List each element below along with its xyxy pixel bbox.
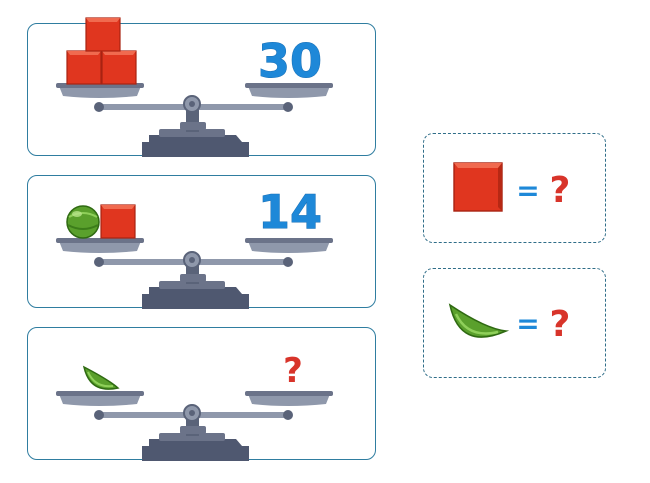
- scale-panel-3: ?: [27, 327, 376, 461]
- red-cube-icon: [100, 204, 136, 239]
- right-pan: [248, 241, 330, 253]
- red-cube-icon: [453, 162, 503, 212]
- green-melon-slice-icon: [82, 365, 120, 390]
- scale-2-value: 14: [258, 185, 322, 239]
- green-melon-slice-icon: [448, 303, 510, 338]
- melon-answer-unknown: ?: [550, 304, 571, 345]
- scale-3-unknown: ?: [283, 351, 303, 391]
- red-cube-icon: [101, 50, 137, 85]
- left-pan: [59, 394, 141, 406]
- scale-base: [142, 439, 249, 461]
- balance-scale-1: 30: [56, 17, 333, 157]
- right-pan: [248, 86, 330, 98]
- balance-scale-3: ?: [56, 351, 333, 461]
- balance-scale-2: 14: [56, 185, 333, 309]
- scale-base: [142, 287, 249, 309]
- red-cube-icon: [66, 50, 102, 85]
- scale-panel-2: 14: [27, 175, 376, 309]
- equals-sign: =: [516, 174, 539, 207]
- equals-sign: =: [516, 307, 539, 340]
- equation-card-cube: = ?: [423, 133, 606, 243]
- scale-1-value: 30: [258, 34, 322, 88]
- equation-card-melon: = ?: [423, 268, 606, 378]
- cube-answer-unknown: ?: [550, 170, 571, 211]
- left-pan: [59, 241, 141, 253]
- red-cube-icon: [85, 17, 121, 52]
- right-pan: [248, 394, 330, 406]
- scale-base: [142, 135, 249, 157]
- left-pan: [59, 86, 141, 98]
- scale-base-top: [159, 129, 225, 137]
- scale-panel-1: 30: [27, 17, 376, 157]
- green-ball-icon: [66, 205, 100, 239]
